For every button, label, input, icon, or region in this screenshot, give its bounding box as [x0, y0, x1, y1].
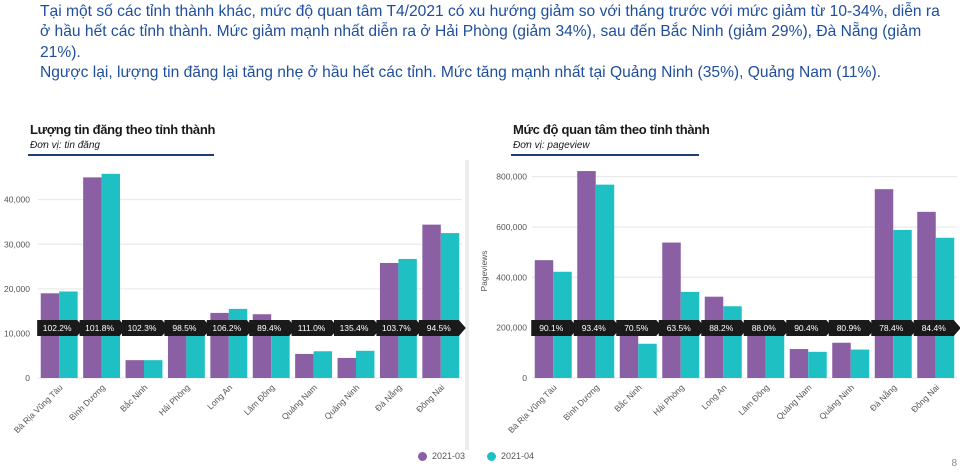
x-tick-label: Bình Dương: [67, 382, 107, 422]
x-tick-label: Đồng Nai: [909, 382, 941, 414]
x-tick-label: Long An: [700, 382, 729, 411]
ratio-label: 106.2%: [212, 323, 241, 333]
ratio-label: 88.0%: [752, 323, 777, 333]
bar-2021-03: [535, 260, 553, 378]
y-tick-label: 600,000: [496, 222, 527, 232]
bar-2021-04: [723, 306, 741, 378]
x-tick-label: Lâm Đồng: [242, 382, 277, 417]
ratio-label: 84.4%: [922, 323, 947, 333]
bar-2021-04: [596, 185, 614, 378]
bar-2021-03: [662, 243, 680, 378]
bar-2021-04: [808, 352, 826, 378]
legend-swatch-2021-04: [487, 452, 496, 461]
bar-2021-03: [126, 360, 144, 378]
y-tick-label: 0: [522, 373, 527, 383]
ratio-label: 70.5%: [624, 323, 649, 333]
bar-2021-04: [398, 259, 416, 378]
y-tick-label: 30,000: [4, 239, 30, 249]
x-tick-label: Bình Dương: [561, 382, 601, 422]
bar-2021-03: [832, 343, 850, 378]
ratio-label: 98.5%: [172, 323, 197, 333]
y-tick-label: 400,000: [496, 272, 527, 282]
x-tick-label: Lâm Đồng: [736, 382, 771, 417]
x-tick-label: Đà Nẵng: [373, 382, 404, 413]
x-tick-label: Quảng Ninh: [817, 382, 856, 421]
bar-2021-03: [422, 225, 440, 378]
x-tick-label: Quảng Nam: [774, 382, 813, 421]
bar-2021-03: [338, 358, 356, 378]
ratio-label: 88.2%: [709, 323, 734, 333]
bar-2021-03: [790, 349, 808, 378]
bar-2021-03: [620, 329, 638, 378]
bar-2021-04: [441, 233, 459, 378]
bar-2021-04: [936, 238, 954, 378]
bar-2021-04: [229, 309, 247, 378]
ratio-label: 135.4%: [340, 323, 369, 333]
bar-2021-03: [83, 177, 101, 378]
x-tick-label: Bà Rịa Vũng Tàu: [506, 382, 559, 435]
x-tick-label: Quảng Nam: [280, 382, 319, 421]
page-number: 8: [951, 458, 957, 469]
x-tick-label: Đà Nẵng: [868, 382, 899, 413]
legend-label-2021-03: 2021-03: [432, 451, 465, 461]
bar-2021-03: [295, 354, 313, 378]
bar-2021-04: [893, 230, 911, 378]
legend-item-2021-04: 2021-04: [487, 451, 534, 461]
x-tick-label: Long An: [205, 382, 234, 411]
legend-label-2021-04: 2021-04: [501, 451, 534, 461]
ratio-label: 94.5%: [427, 323, 452, 333]
x-tick-label: Quảng Ninh: [322, 382, 361, 421]
bar-2021-03: [917, 212, 935, 378]
x-tick-label: Bắc Ninh: [118, 382, 150, 414]
bar-2021-04: [314, 351, 332, 378]
bar-2021-03: [705, 297, 723, 378]
ratio-label: 103.7%: [382, 323, 411, 333]
y-tick-label: 20,000: [4, 284, 30, 294]
bar-2021-04: [102, 174, 120, 378]
ratio-label: 90.1%: [539, 323, 564, 333]
legend-item-2021-03: 2021-03: [418, 451, 465, 461]
ratio-label: 111.0%: [298, 323, 326, 333]
bar-2021-03: [577, 171, 595, 378]
bar-2021-04: [851, 350, 869, 378]
ratio-label: 78.4%: [879, 323, 904, 333]
y-tick-label: 200,000: [496, 323, 527, 333]
y-tick-label: 10,000: [4, 328, 30, 338]
legend-swatch-2021-03: [418, 452, 427, 461]
bar-2021-03: [875, 189, 893, 378]
ratio-label: 63.5%: [667, 323, 692, 333]
y-tick-label: 800,000: [496, 172, 527, 182]
x-tick-label: Bắc Ninh: [612, 382, 644, 414]
chart-legend: 2021-03 2021-04: [418, 451, 550, 461]
bar-2021-04: [766, 334, 784, 378]
y-tick-label: 40,000: [4, 195, 30, 205]
ratio-label: 90.4%: [794, 323, 819, 333]
x-tick-label: Hải Phòng: [157, 382, 192, 417]
ratio-label: 89.4%: [257, 323, 282, 333]
x-tick-label: Đồng Nai: [414, 382, 446, 414]
bar-2021-04: [638, 344, 656, 378]
y-tick-label: 0: [25, 373, 30, 383]
ratio-label: 80.9%: [837, 323, 862, 333]
x-tick-label: Hải Phòng: [651, 382, 686, 417]
y-axis-label: Pageviews: [479, 250, 489, 291]
ratio-label: 102.3%: [128, 323, 157, 333]
bar-2021-04: [356, 351, 374, 378]
ratio-label: 102.2%: [43, 323, 72, 333]
ratio-label: 93.4%: [582, 323, 607, 333]
x-tick-label: Bà Rịa Vũng Tàu: [12, 382, 65, 435]
ratio-label: 101.8%: [85, 323, 114, 333]
bar-2021-04: [144, 360, 162, 378]
